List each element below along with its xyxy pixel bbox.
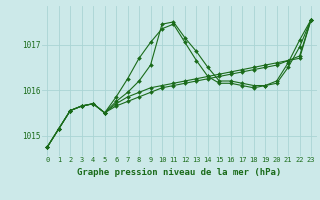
X-axis label: Graphe pression niveau de la mer (hPa): Graphe pression niveau de la mer (hPa) bbox=[77, 168, 281, 177]
